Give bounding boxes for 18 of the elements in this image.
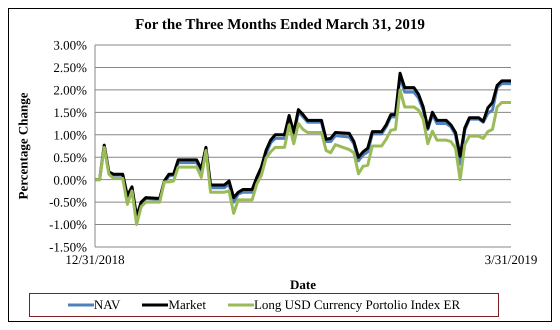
y-tick-label: 3.00% xyxy=(53,38,88,53)
y-tick-label: -0.50% xyxy=(49,194,88,210)
y-tick-label: 1.00% xyxy=(53,127,88,142)
y-tick-label: 2.50% xyxy=(53,60,88,76)
y-tick-label: -1.00% xyxy=(49,217,88,232)
x-axis-title: Date xyxy=(290,277,316,292)
y-tick-label: 2.00% xyxy=(53,82,88,98)
y-tick-label: 1.50% xyxy=(53,104,88,120)
chart-title: For the Three Months Ended March 31, 2019 xyxy=(134,17,426,35)
legend-label: Long USD Currency Portolio Index ER xyxy=(254,297,460,313)
y-tick-label: 0.50% xyxy=(53,150,88,165)
y-tick-label: -1.50% xyxy=(49,240,88,255)
x-tick-label: 12/31/2018 xyxy=(65,252,125,268)
y-tick-label: 0.00% xyxy=(53,172,88,188)
x-tick-label: 3/31/2019 xyxy=(484,252,538,268)
legend-label: NAV xyxy=(94,297,120,313)
y-axis-title: Percentage Change xyxy=(16,92,31,200)
legend-label: Market xyxy=(168,297,206,313)
